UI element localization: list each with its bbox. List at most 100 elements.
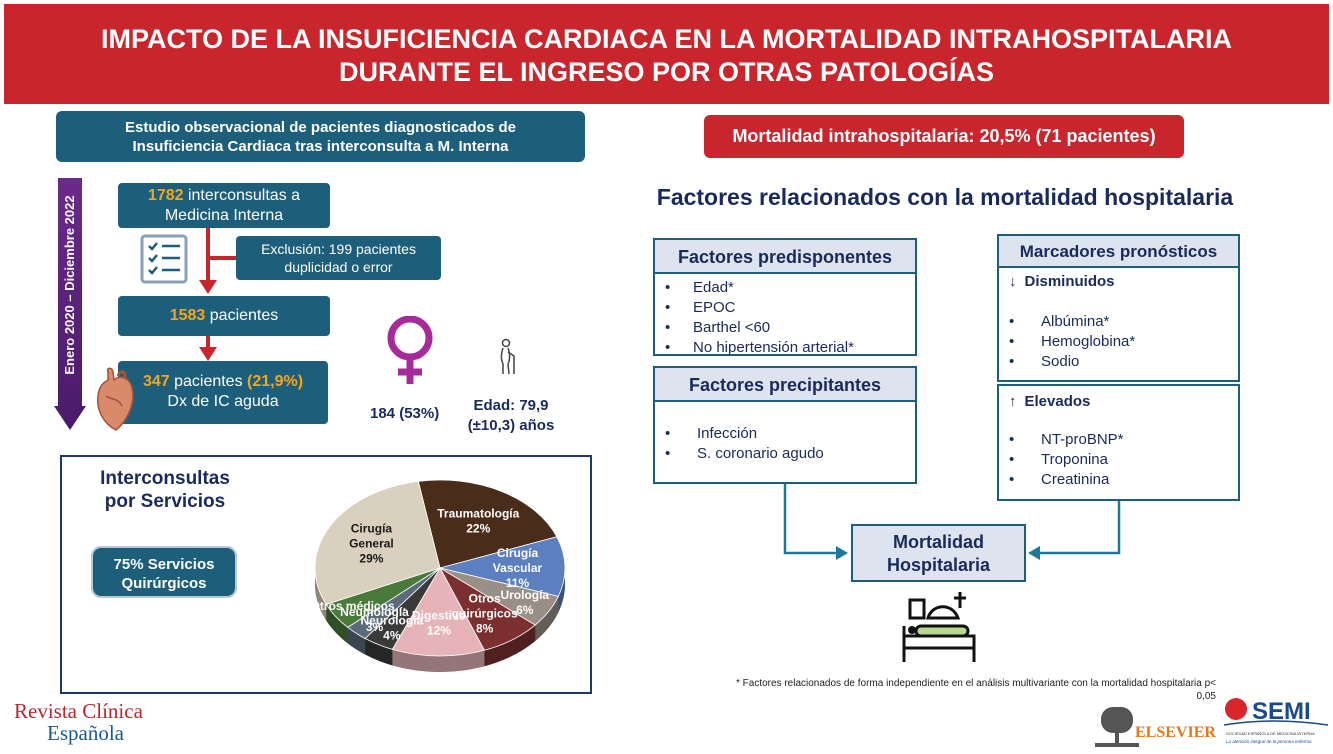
- list-item: Creatinina: [999, 470, 1238, 490]
- precipitating-factors-box: Factores precipitantes Infección S. coro…: [653, 366, 917, 484]
- interconsultas-text: interconsultas a: [183, 187, 301, 204]
- pie-data-label-line: Traumatología: [437, 507, 519, 521]
- pie-slice-cirug-a-general: [314, 480, 441, 605]
- pie-data-label-line: Digestivo: [412, 609, 466, 623]
- exclusion-line1: Exclusión: 199 pacientes: [261, 241, 416, 257]
- surgical-line1: 75% Servicios: [113, 556, 215, 573]
- interconsultas-line2: Medicina Interna: [164, 207, 284, 224]
- age-line2: (±10,3) años: [467, 417, 555, 434]
- interconsultas-title-line1: Interconsultas: [100, 468, 230, 489]
- interconsultas-count: 1782: [147, 187, 184, 204]
- increased-label: Elevados: [1024, 393, 1091, 410]
- decreased-subheading: ↓ Disminuidos: [999, 268, 1238, 292]
- flow-arrowhead: [199, 347, 217, 361]
- female-icon: [387, 316, 433, 384]
- outcome-line2: Hospitalaria: [886, 555, 991, 575]
- journal-line1: Revista Clínica: [14, 699, 143, 723]
- pie-slice-digestivo: [391, 567, 485, 657]
- age-stats: Edad: 79,9 (±10,3) años: [456, 396, 566, 436]
- list-item: No hipertensión arterial*: [655, 338, 915, 358]
- down-arrow-icon: ↓: [1009, 273, 1017, 290]
- services-pie-chart: Traumatología 22%Cirugía Vascular 11%Urolog…: [311, 479, 566, 672]
- semi-subtitle: SOCIEDAD ESPAÑOLA DE MEDICINA INTERNA: [1226, 731, 1315, 736]
- ic-text: pacientes: [169, 373, 248, 390]
- pie-data-label: Cirugía General 29%: [349, 522, 394, 566]
- pacientes-text: pacientes: [205, 307, 279, 324]
- flow-box-ic-aguda: 347 pacientes (21,9%) Dx de IC aguda: [118, 361, 328, 424]
- flow-box-interconsultas: 1782 interconsultas a Medicina Interna: [118, 183, 330, 228]
- footnote-line1: * Factores relacionados de forma indepen…: [736, 678, 1216, 689]
- predisposing-factors-box: Factores predisponentes Edad* EPOC Barth…: [653, 238, 917, 358]
- interconsultas-title-line2: por Servicios: [104, 491, 226, 512]
- pie-slice-side: [326, 604, 348, 644]
- factors-title: Factores relacionados con la mortalidad …: [656, 184, 1234, 210]
- header-title-line1: IMPACTO DE LA INSUFICIENCIA CARDIACA EN …: [101, 24, 1232, 54]
- pie-data-label-line: 22%: [466, 522, 490, 536]
- pie-data-label-line: quirúrgicos: [452, 607, 518, 621]
- increased-subheading: ↑ Elevados: [999, 386, 1238, 412]
- pie-data-label: Cirugía Vascular 11%: [493, 546, 543, 590]
- pie-slice-side: [365, 638, 393, 666]
- pie-data-label: Urología 6%: [500, 588, 549, 617]
- pie-data-label-line: 12%: [427, 624, 451, 638]
- surgical-line2: Quirúrgicos: [121, 575, 207, 592]
- pie-slice-side: [535, 596, 559, 642]
- elsevier-logo: ELSEVIER: [1095, 707, 1216, 747]
- pie-data-label-line: Neumología: [340, 605, 409, 619]
- list-item: S. coronario agudo: [655, 444, 915, 464]
- pie-data-label-line: Otros: [469, 592, 501, 606]
- female-count: 184 (53%): [370, 405, 440, 422]
- pie-data-label: Traumatología 22%: [437, 507, 519, 536]
- list-item: Troponina: [999, 450, 1238, 470]
- decreased-list: Albúmina* Hemoglobina* Sodio: [999, 292, 1238, 372]
- pacientes-count: 1583: [169, 307, 206, 324]
- mortality-banner: Mortalidad intrahospitalaria: 20,5% (71 …: [704, 115, 1184, 158]
- journal-logo: Revista Clínica Española: [14, 700, 194, 744]
- timeline-arrow: [54, 178, 86, 430]
- ic-percent: (21,9%): [247, 373, 304, 390]
- list-item: Sodio: [999, 352, 1238, 372]
- outcome-box: Mortalidad Hospitalaria: [851, 524, 1026, 582]
- up-arrow-icon: ↑: [1009, 393, 1017, 410]
- interconsultas-title: Interconsultas por Servicios: [80, 467, 250, 513]
- pie-data-label: Digestivo 12%: [412, 609, 466, 638]
- list-item: Hemoglobina*: [999, 332, 1238, 352]
- hospital-bed-icon: [902, 592, 976, 662]
- footnote: * Factores relacionados de forma indepen…: [640, 677, 1216, 703]
- pie-data-label-line: Urología: [500, 588, 549, 602]
- interconsultas-panel: [60, 455, 592, 694]
- list-item: Infección: [655, 424, 915, 444]
- pie-slice-side: [484, 625, 536, 667]
- footnote-line2: 0,05: [1196, 691, 1216, 702]
- increased-list: NT-proBNP* Troponina Creatinina: [999, 412, 1238, 490]
- outcome-line1: Mortalidad: [892, 532, 984, 552]
- pie-slice-side: [347, 627, 366, 655]
- predisposing-list: Edad* EPOC Barthel <60 No hipertensión a…: [655, 274, 915, 358]
- surgical-services-badge: 75% Servicios Quirúrgicos: [91, 546, 237, 598]
- list-item: Edad*: [655, 278, 915, 298]
- semi-logo: SEMI SOCIEDAD ESPAÑOLA DE MEDICINA INTER…: [1223, 698, 1329, 744]
- elevated-markers-box: ↑ Elevados NT-proBNP* Troponina Creatinin…: [997, 384, 1240, 501]
- decreased-label: Disminuidos: [1024, 273, 1115, 290]
- pie-slice-cirug-a-vascular: [439, 536, 566, 597]
- flow-connector: [206, 336, 210, 350]
- pie-data-label-line: 11%: [506, 576, 530, 590]
- pie-data-label-line: 6%: [516, 603, 534, 617]
- semi-tagline: La atención integral de la persona enfer…: [1226, 739, 1312, 744]
- pie-data-label-line: Otros médicos…: [311, 599, 407, 613]
- exclusion-line2: duplicidad o error: [284, 259, 393, 275]
- precipitating-list: Infección S. coronario agudo: [655, 402, 915, 464]
- timeline-label: Enero 2020 – Diciembre 2022: [62, 195, 77, 375]
- study-description-box: Estudio observacional de pacientes diagn…: [56, 111, 585, 162]
- list-item: EPOC: [655, 298, 915, 318]
- predisposing-title: Factores predisponentes: [655, 240, 915, 274]
- pie-data-label-line: 29%: [359, 552, 383, 566]
- flow-box-exclusion: Exclusión: 199 pacientes duplicidad o er…: [236, 236, 441, 280]
- ic-count: 347: [142, 373, 170, 390]
- page-header: IMPACTO DE LA INSUFICIENCIA CARDIACA EN …: [4, 4, 1329, 104]
- flow-arrowhead: [199, 280, 217, 294]
- prognostic-title: Marcadores pronósticos: [999, 236, 1238, 268]
- pie-data-label-line: Cirugía: [351, 522, 393, 536]
- pie-data-label: Otros quirúrgicos 8%: [452, 592, 518, 636]
- journal-line2: Española: [47, 721, 124, 745]
